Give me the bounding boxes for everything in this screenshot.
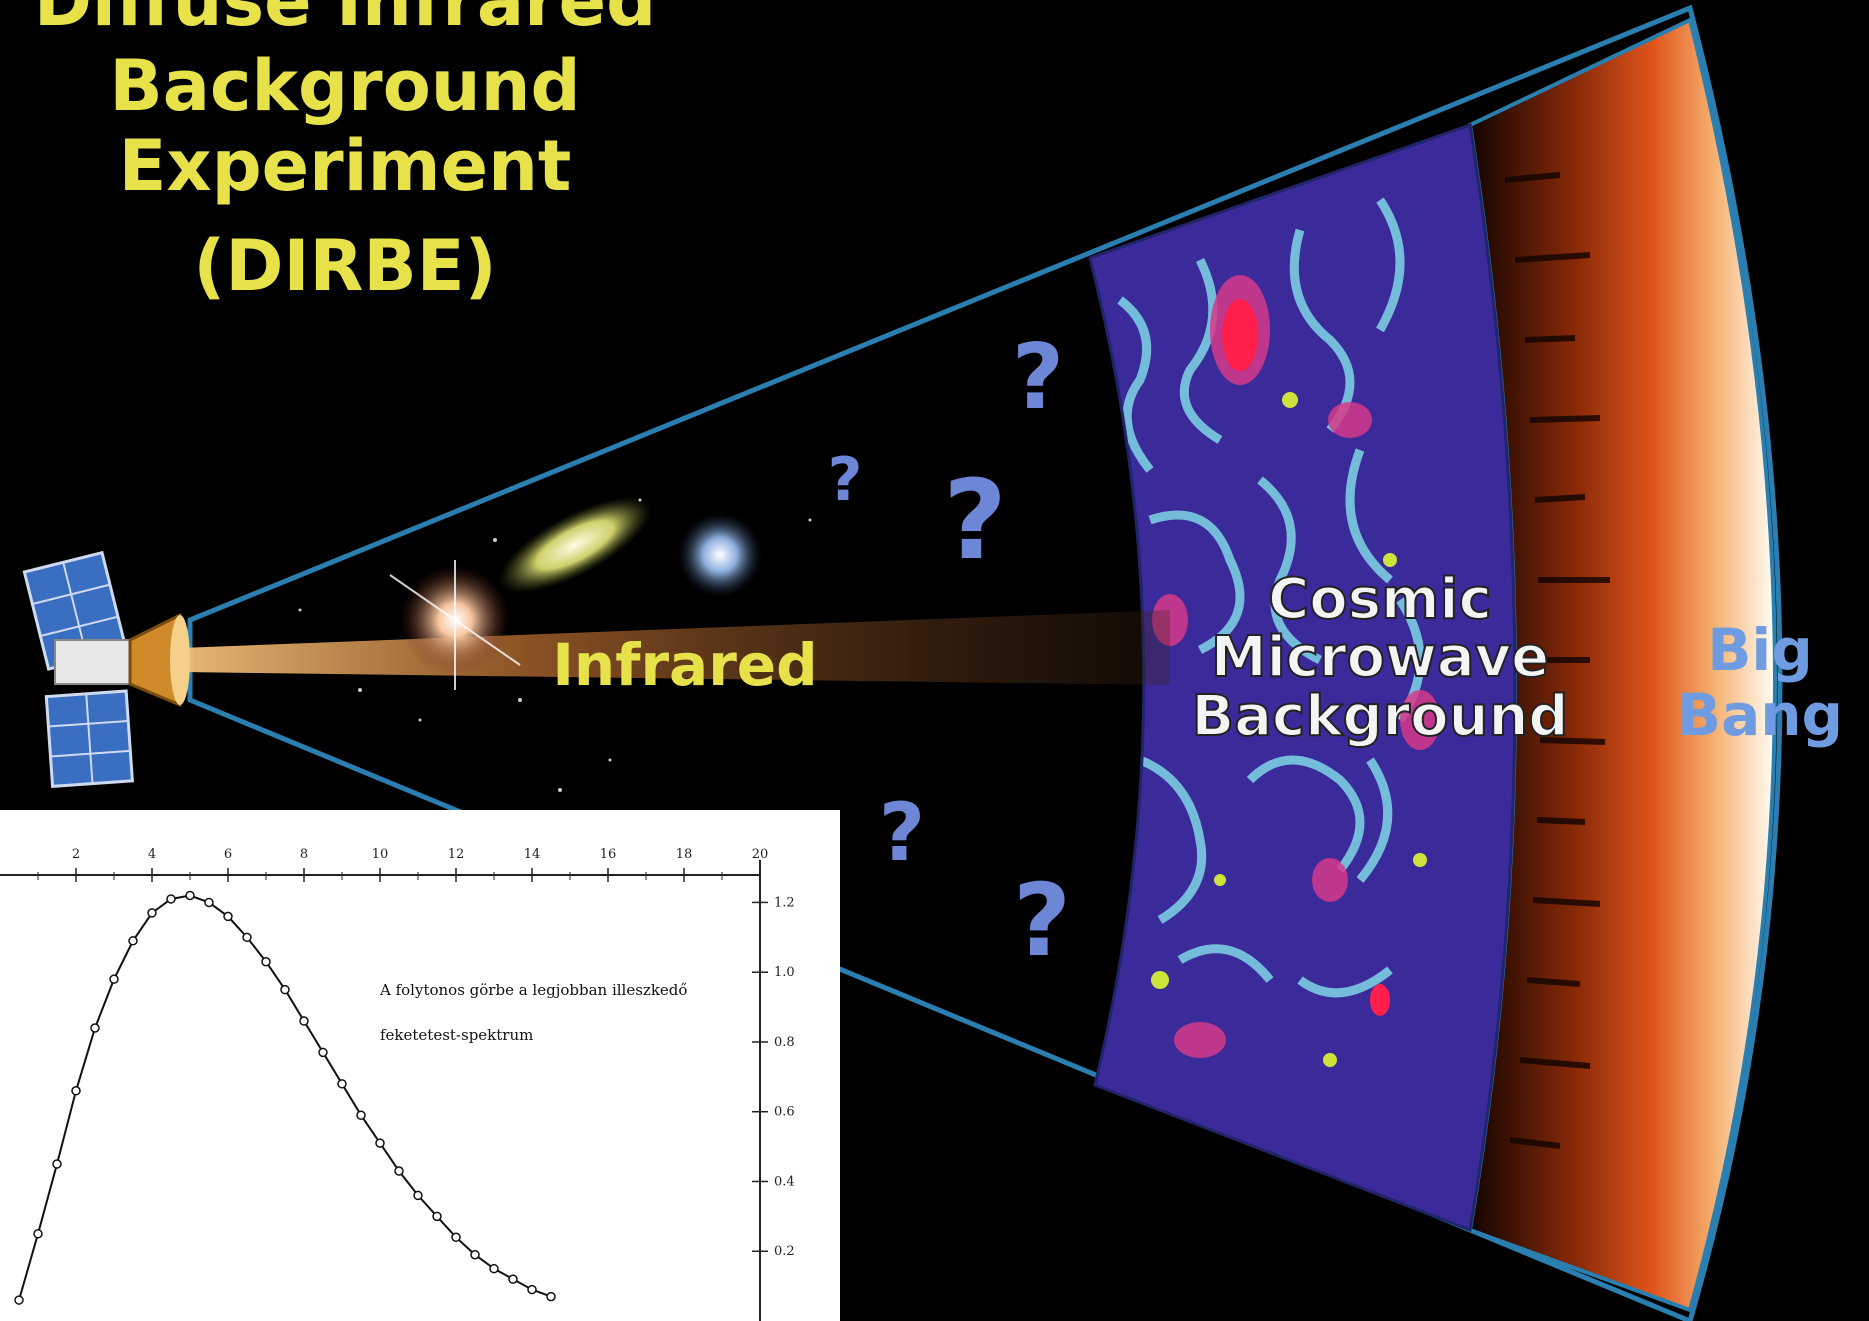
right-tick-group: 1.2 1.0 0.8 0.6 0.4 0.2 bbox=[752, 895, 795, 1259]
data-point bbox=[489, 1263, 499, 1274]
data-point bbox=[204, 897, 214, 908]
right-tick-label: 0.6 bbox=[774, 1105, 795, 1120]
top-tick-label: 4 bbox=[148, 847, 156, 862]
svg-text:Cosmic: Cosmic bbox=[1268, 567, 1492, 632]
data-point bbox=[261, 956, 271, 967]
svg-text:(DIRBE): (DIRBE) bbox=[193, 225, 496, 307]
data-point bbox=[299, 1016, 309, 1026]
top-tick-label: 10 bbox=[372, 847, 389, 862]
data-point bbox=[33, 1229, 43, 1239]
data-point bbox=[527, 1284, 537, 1295]
big-bang-label: Big Bang bbox=[1677, 616, 1843, 749]
right-tick-label: 0.4 bbox=[774, 1174, 795, 1189]
spiral-galaxy bbox=[678, 513, 762, 597]
top-tick-label: 8 bbox=[300, 847, 308, 862]
question-mark-icon: ? bbox=[1013, 862, 1071, 979]
data-point bbox=[356, 1110, 366, 1120]
page-title: Diffuse Infrared Background Experiment (… bbox=[34, 0, 656, 307]
data-point bbox=[242, 932, 252, 943]
cmb-label: Cosmic Microwave Background bbox=[1191, 566, 1570, 750]
data-point bbox=[90, 1023, 100, 1033]
measurement-points bbox=[14, 890, 556, 1305]
data-point bbox=[128, 936, 138, 946]
top-tick-label: 6 bbox=[224, 847, 232, 862]
svg-text:Bang: Bang bbox=[1677, 681, 1843, 749]
data-point bbox=[432, 1211, 442, 1222]
data-point bbox=[546, 1291, 556, 1302]
top-tick-label: 2 bbox=[72, 847, 80, 862]
data-point bbox=[337, 1079, 347, 1089]
data-point bbox=[451, 1232, 461, 1243]
svg-text:Background: Background bbox=[109, 45, 580, 127]
svg-text:Background: Background bbox=[1192, 684, 1569, 749]
top-tick-label: 14 bbox=[524, 847, 541, 862]
top-tick-label: 12 bbox=[448, 847, 465, 862]
data-point bbox=[71, 1086, 81, 1096]
data-point bbox=[375, 1138, 385, 1148]
top-tick-group: 2 4 6 8 10 12 14 16 18 20 bbox=[37, 847, 769, 882]
right-tick-label: 1.0 bbox=[774, 965, 795, 980]
data-point bbox=[394, 1166, 404, 1176]
data-point bbox=[318, 1047, 328, 1058]
question-mark-icon: ? bbox=[943, 456, 1007, 584]
data-point bbox=[508, 1274, 518, 1284]
data-point bbox=[166, 894, 176, 904]
right-tick-label: 0.2 bbox=[774, 1244, 795, 1259]
inset-background bbox=[0, 810, 840, 1321]
svg-text:Microwave: Microwave bbox=[1211, 625, 1549, 690]
top-tick-label: 18 bbox=[676, 847, 693, 862]
svg-text:Experiment: Experiment bbox=[119, 125, 572, 207]
svg-text:Big: Big bbox=[1707, 616, 1813, 684]
question-mark-icon: ? bbox=[828, 445, 863, 515]
question-mark-icon: ? bbox=[879, 786, 925, 879]
infrared-label: Infrared bbox=[552, 631, 817, 699]
data-point bbox=[223, 911, 233, 922]
top-tick-label: 16 bbox=[600, 847, 617, 862]
data-point bbox=[109, 974, 119, 984]
starburst-galaxy bbox=[389, 560, 521, 690]
spectrum-inset-chart: 2 4 6 8 10 12 14 16 18 20 1.2 1.0 0.8 0.6 0.4 0.2 A fo… bbox=[0, 810, 840, 1321]
data-point bbox=[52, 1159, 62, 1169]
data-point bbox=[147, 908, 157, 918]
right-tick-label: 0.8 bbox=[774, 1035, 795, 1050]
data-point bbox=[14, 1295, 24, 1305]
svg-text:Diffuse Infrared: Diffuse Infrared bbox=[34, 0, 656, 42]
data-point bbox=[413, 1190, 423, 1201]
data-point bbox=[470, 1249, 480, 1260]
right-tick-label: 1.2 bbox=[774, 895, 795, 910]
star-field bbox=[298, 498, 812, 792]
data-point bbox=[185, 890, 195, 901]
data-point bbox=[280, 984, 290, 995]
inset-annotation-line2: feketetest-spektrum bbox=[380, 1026, 533, 1044]
cmb-region bbox=[1088, 122, 1517, 1233]
elliptical-galaxy bbox=[498, 497, 652, 593]
cobe-satellite bbox=[22, 550, 190, 788]
inset-annotation-line1: A folytonos görbe a legjobban illeszkedő bbox=[379, 981, 687, 999]
question-mark-icon: ? bbox=[1012, 325, 1064, 430]
top-tick-label: 20 bbox=[752, 847, 769, 862]
